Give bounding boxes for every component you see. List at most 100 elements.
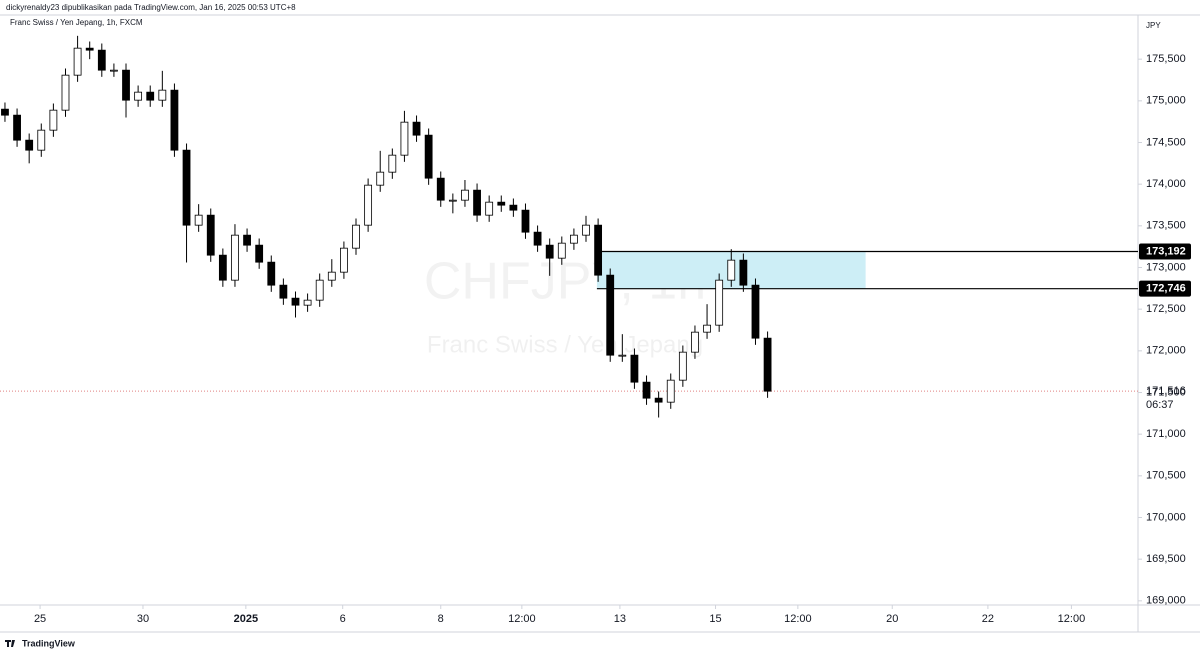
x-tick-label: 20 xyxy=(886,613,898,625)
candle-body xyxy=(158,89,167,101)
y-tick-label: 175,500 xyxy=(1146,53,1186,65)
candle-body xyxy=(85,47,94,51)
price-label: 173,192 xyxy=(1146,245,1186,257)
x-tick-label: 12:00 xyxy=(508,613,536,625)
candle-body xyxy=(49,109,58,131)
candle-body xyxy=(557,242,566,259)
candle-body xyxy=(618,354,627,357)
publisher: dickyrenaldy23 dipublikasikan pada Tradi… xyxy=(6,3,296,12)
candle-body xyxy=(485,201,494,216)
candle-body xyxy=(497,201,506,206)
y-tick-label: 174,000 xyxy=(1146,178,1186,190)
candle-body xyxy=(110,69,118,72)
candle-body xyxy=(521,209,530,233)
candle-body xyxy=(206,214,215,256)
candle-body xyxy=(473,189,481,216)
y-tick-label: 171,000 xyxy=(1146,428,1186,440)
x-tick-label: 6 xyxy=(340,613,346,625)
y-tick-label: 169,500 xyxy=(1146,553,1186,565)
countdown: 06:37 xyxy=(1146,399,1174,411)
candle-body xyxy=(122,69,130,101)
candle-body xyxy=(388,154,397,173)
watermark-subtitle: Franc Swiss / Yen Jepang xyxy=(427,331,703,358)
candle-body xyxy=(751,284,760,339)
candle-body xyxy=(182,149,191,226)
candle-body xyxy=(73,47,82,76)
candle-body xyxy=(25,139,34,151)
symbol-info: Franc Swiss / Yen Jepang, 1h, FXCM xyxy=(10,18,143,27)
y-tick-label: 171,500 xyxy=(1146,386,1186,398)
candle-body xyxy=(509,204,518,211)
candle-body xyxy=(533,231,542,246)
candle-body xyxy=(654,397,663,403)
candle-body xyxy=(303,299,312,306)
candle-body xyxy=(134,91,143,101)
candle-body xyxy=(279,284,288,299)
candle-body xyxy=(243,234,251,246)
x-tick-label: 12:00 xyxy=(1058,613,1086,625)
candle-body xyxy=(13,114,21,141)
candle-body xyxy=(194,214,203,226)
candle-body xyxy=(461,189,469,201)
candle-body xyxy=(231,234,239,281)
candle-body xyxy=(448,199,457,202)
candle-body xyxy=(1,108,9,116)
candle-body xyxy=(763,337,772,392)
y-tick-label: 172,000 xyxy=(1146,345,1186,357)
candle-body xyxy=(376,171,385,186)
x-tick-label: 13 xyxy=(614,613,626,625)
price-label: 172,746 xyxy=(1146,283,1186,295)
x-tick-label: 2025 xyxy=(234,613,258,625)
y-tick-label: 169,000 xyxy=(1146,595,1186,607)
axis-unit: JPY xyxy=(1146,21,1161,30)
candle-body xyxy=(582,224,590,236)
x-tick-label: 15 xyxy=(709,613,721,625)
candle-body xyxy=(340,247,348,273)
candle-body xyxy=(327,271,336,281)
candle-body xyxy=(37,129,46,151)
candle-body xyxy=(170,89,179,151)
candle-body xyxy=(146,91,155,101)
candle-body xyxy=(61,74,70,111)
last-price-label: 171,516 xyxy=(1146,385,1186,397)
candle-body xyxy=(315,279,324,301)
candle-body xyxy=(691,331,699,353)
candle-body xyxy=(364,184,373,226)
candle-body xyxy=(97,49,106,71)
candle-body xyxy=(352,224,360,249)
candle-body xyxy=(218,254,227,281)
x-tick-label: 25 xyxy=(34,613,46,625)
candle-body xyxy=(703,324,711,333)
candle-body xyxy=(436,177,445,201)
x-tick-label: 12:00 xyxy=(784,613,812,625)
brand: TradingView xyxy=(22,638,76,648)
candle-body xyxy=(666,379,675,403)
candle-body xyxy=(545,244,554,259)
candle-body xyxy=(594,224,603,276)
candle-body xyxy=(412,121,421,136)
candle-body xyxy=(727,259,736,281)
candle-body xyxy=(642,381,651,399)
candle-body xyxy=(570,234,578,244)
candle-body xyxy=(400,121,409,156)
y-tick-label: 175,000 xyxy=(1146,95,1186,107)
candle-body xyxy=(630,354,639,383)
x-tick-label: 30 xyxy=(137,613,149,625)
price-label-box xyxy=(1139,280,1191,297)
y-tick-label: 170,000 xyxy=(1146,511,1186,523)
price-label-box xyxy=(1139,243,1191,260)
candle-body xyxy=(267,261,276,286)
y-tick-label: 174,500 xyxy=(1146,136,1186,148)
x-tick-label: 22 xyxy=(982,613,994,625)
y-tick-label: 172,500 xyxy=(1146,303,1186,315)
x-tick-label: 8 xyxy=(438,613,444,625)
y-tick-label: 173,500 xyxy=(1146,220,1186,232)
candle-body xyxy=(255,244,264,263)
candle-body xyxy=(291,297,300,306)
candle-body xyxy=(739,259,748,286)
candle-body xyxy=(678,351,687,381)
candle-body xyxy=(424,134,433,179)
candle-body xyxy=(606,274,615,356)
y-tick-label: 173,000 xyxy=(1146,261,1186,273)
